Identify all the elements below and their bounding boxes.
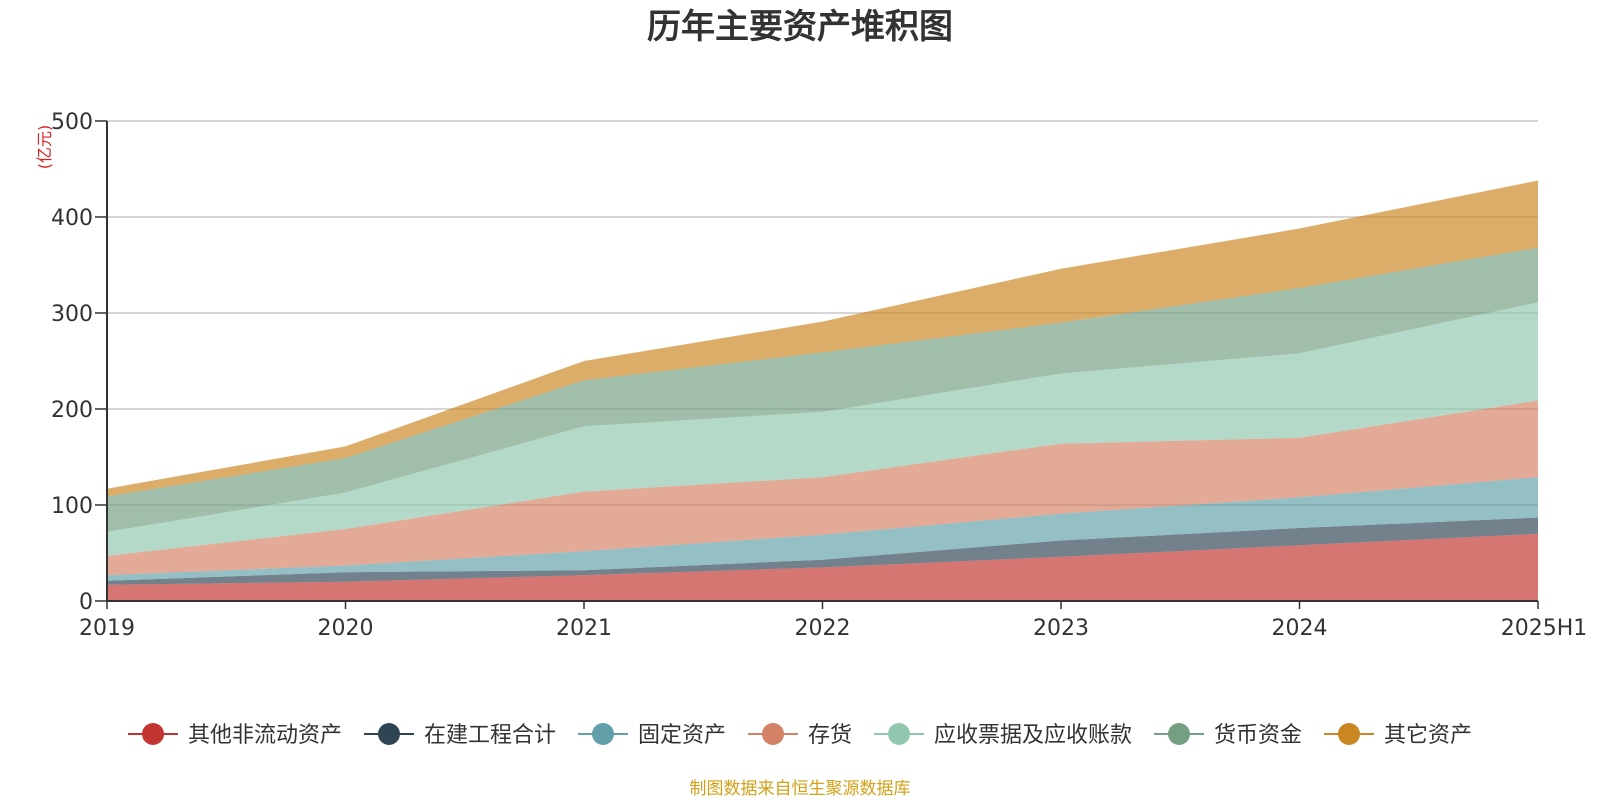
legend-circle-icon (592, 723, 614, 745)
legend-item-2[interactable]: 固定资产 (578, 723, 726, 748)
legend-label: 固定资产 (638, 723, 726, 748)
legend-circle-icon (1168, 723, 1190, 745)
legend-circle-icon (888, 723, 910, 745)
y-tick-label: 100 (51, 494, 93, 519)
legend-label: 存货 (808, 723, 852, 748)
area-series-2 (107, 477, 1538, 581)
legend-label: 货币资金 (1214, 723, 1302, 748)
area-series-3 (107, 400, 1538, 576)
chart-title: 历年主要资产堆积图 (647, 7, 953, 47)
x-tick-label: 2025H1 (1501, 616, 1588, 641)
legend-label: 应收票据及应收账款 (934, 723, 1132, 748)
x-tick-label: 2021 (556, 616, 612, 641)
y-tick-label: 400 (51, 206, 93, 231)
x-tick-label: 2020 (318, 616, 374, 641)
legend-circle-icon (378, 723, 400, 745)
legend-item-4[interactable]: 应收票据及应收账款 (874, 723, 1132, 748)
legend-circle-icon (1338, 723, 1360, 745)
axes: 0 100 200 300 400 500 2019 2020 2021 2022 2023 2024… (51, 110, 1587, 641)
legend-item-0[interactable]: 其他非流动资产 (128, 723, 342, 748)
x-tick-label: 2022 (795, 616, 851, 641)
y-tick-label: 200 (51, 398, 93, 423)
y-tick-label: 0 (79, 590, 93, 615)
legend-label: 在建工程合计 (424, 723, 556, 748)
x-tick-label: 2019 (79, 616, 135, 641)
y-tick-label: 500 (51, 110, 93, 135)
area-series-5 (107, 247, 1538, 532)
y-tick-label: 300 (51, 302, 93, 327)
area-series (107, 180, 1538, 601)
x-tick-label: 2024 (1272, 616, 1328, 641)
area-series-1 (107, 517, 1538, 585)
y-axis-unit-label: (亿元) (35, 125, 54, 170)
legend-label: 其它资产 (1384, 723, 1472, 748)
legend-item-6[interactable]: 其它资产 (1324, 723, 1472, 748)
legend-item-5[interactable]: 货币资金 (1154, 723, 1302, 748)
x-tick-label: 2023 (1033, 616, 1089, 641)
legend-circle-icon (762, 723, 784, 745)
legend: 其他非流动资产 在建工程合计 固定资产 存货 应收票据及应收账款 货币资金 其它资产 (128, 723, 1472, 748)
legend-item-1[interactable]: 在建工程合计 (364, 723, 556, 748)
area-series-6 (107, 180, 1538, 497)
legend-circle-icon (142, 723, 164, 745)
source-note: 制图数据来自恒生聚源数据库 (690, 779, 911, 799)
area-series-4 (107, 302, 1538, 556)
legend-item-3[interactable]: 存货 (748, 723, 852, 748)
legend-label: 其他非流动资产 (188, 723, 342, 748)
